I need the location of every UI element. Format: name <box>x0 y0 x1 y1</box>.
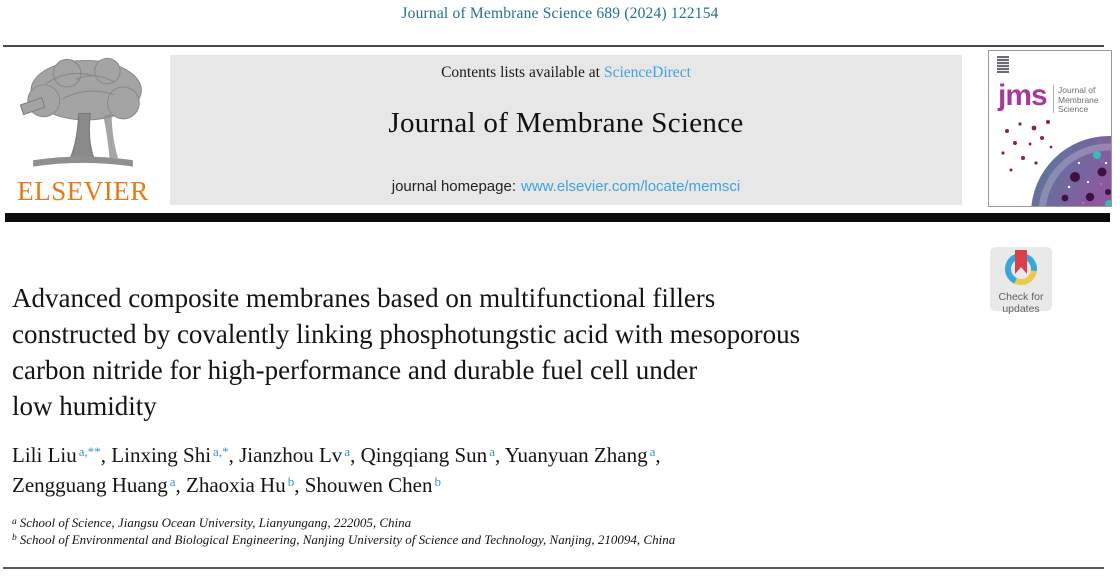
cover-sphere-dots <box>1061 151 1111 206</box>
cover-jms-logo: jms <box>998 79 1048 112</box>
title-line: carbon nitride for high-performance and … <box>12 355 698 385</box>
author-affil-marker: a <box>169 474 176 490</box>
cover-journal-name: Journal of Membrane Science <box>1058 85 1099 114</box>
author-affil-marker: a,* <box>213 444 229 460</box>
tree-trunk <box>68 113 96 161</box>
cover-elsevier-mark-icon <box>997 56 1009 73</box>
badge-label-line2: updates <box>1002 302 1040 315</box>
author: Qingqiang Sun a, <box>360 443 505 467</box>
article-title: Advanced composite membranes based on mu… <box>12 280 972 424</box>
affiliation-marker: a <box>12 516 17 527</box>
citation-header: Journal of Membrane Science 689 (2024) 1… <box>401 5 719 22</box>
title-line: Advanced composite membranes based on mu… <box>12 283 716 313</box>
author-affil-marker: a <box>489 444 495 460</box>
bottom-rule <box>3 567 1104 569</box>
author-affil-marker: a,** <box>78 444 101 460</box>
author: Shouwen Chen b <box>304 473 441 497</box>
author-line-1: Lili Liu a,**, Linxing Shi a,*, Jianzhou L… <box>12 440 992 470</box>
author-affil-marker: a <box>344 444 351 460</box>
top-rule <box>3 45 1104 47</box>
check-for-updates-badge[interactable]: Check for updates <box>990 247 1052 314</box>
author: Linxing Shi a,*, <box>111 443 240 467</box>
badge-label-line1: Check for <box>998 291 1044 303</box>
bookmark-icon <box>1015 250 1027 274</box>
header-divider-bar <box>5 213 1110 222</box>
author: Lili Liu a,**, <box>12 443 112 467</box>
elsevier-logo: ELSEVIER <box>12 52 154 205</box>
journal-cover-thumbnail: jms Journal of Membrane Science <box>988 50 1112 207</box>
journal-cover-art <box>1001 120 1111 206</box>
sciencedirect-link[interactable]: ScienceDirect <box>603 64 691 81</box>
homepage-prefix: journal homepage: <box>391 178 517 195</box>
journal-title: Journal of Membrane Science <box>388 107 744 139</box>
affiliation: a School of Science, Jiangsu Ocean Univer… <box>12 515 412 530</box>
contents-prefix: Contents lists available at <box>441 64 600 81</box>
contents-line: Contents lists available at ScienceDirect <box>170 64 962 82</box>
affiliation-list: a School of Science, Jiangsu Ocean Univer… <box>12 515 1012 548</box>
author-line-2: Zengguang Huang a, Zhaoxia Hu b, Shouwen C… <box>12 470 992 500</box>
homepage-line: journal homepage: www.elsevier.com/locate… <box>170 178 962 195</box>
author: Yuanyuan Zhang a, <box>504 443 661 467</box>
title-line: low humidity <box>12 391 157 421</box>
affiliation: b School of Environmental and Biological … <box>12 531 676 547</box>
author: Zhaoxia Hu b, <box>186 473 305 497</box>
cover-separator <box>1053 85 1054 113</box>
author-affil-marker: a <box>649 444 656 460</box>
elsevier-wordmark: ELSEVIER <box>17 176 149 206</box>
author: Zengguang Huang a, <box>12 473 186 497</box>
author-affil-marker: b <box>287 474 295 490</box>
elsevier-tree-icon <box>19 57 142 167</box>
cover-scatter-dots <box>1001 120 1053 172</box>
author-list: Lili Liu a,**, Linxing Shi a,*, Jianzhou L… <box>12 440 992 500</box>
journal-homepage-link[interactable]: www.elsevier.com/locate/memsci <box>521 178 741 195</box>
author: Jianzhou Lv a, <box>239 443 361 467</box>
title-line: constructed by covalently linking phosph… <box>12 319 801 349</box>
author-affil-marker: b <box>434 474 441 490</box>
cover-membrane-sphere <box>1031 136 1111 206</box>
affiliation-marker: b <box>12 533 17 544</box>
masthead-box: Contents lists available at ScienceDirect… <box>170 55 962 205</box>
update-ring-icon <box>1005 250 1037 285</box>
